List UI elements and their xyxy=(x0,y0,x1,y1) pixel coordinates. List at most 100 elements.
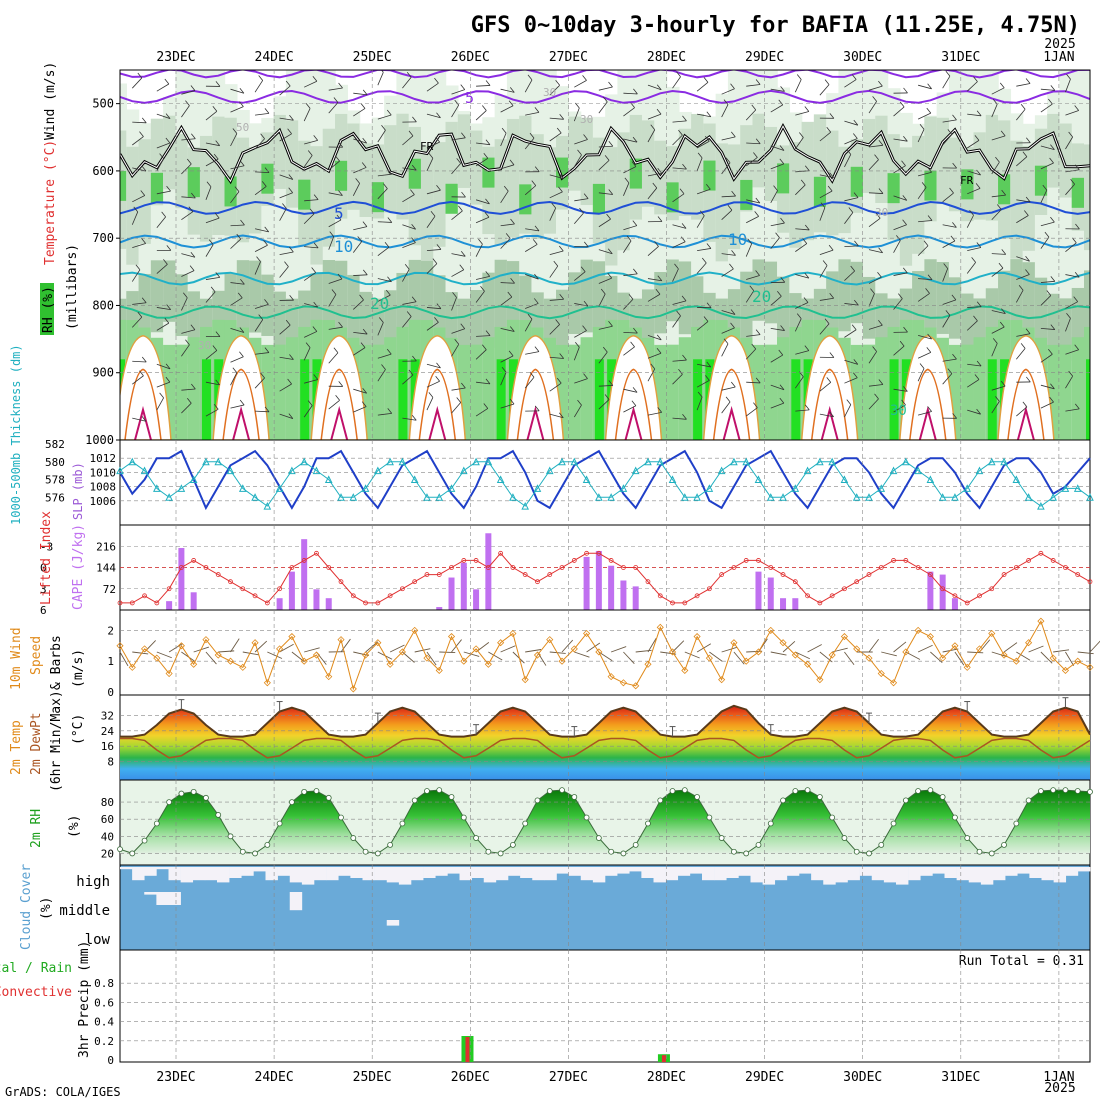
rh-band xyxy=(139,139,152,244)
ylabel-thickness: 1000-500mb Thickness (dm) xyxy=(9,344,23,525)
wind-barb-tick xyxy=(1094,79,1098,84)
rh-band xyxy=(151,173,164,203)
ylabel-dewpt: 2m DewPt xyxy=(29,712,44,775)
ytick-right-label: 1010 xyxy=(90,466,117,479)
wind-barb-10m xyxy=(967,652,983,653)
cloud-clear-cell xyxy=(290,867,302,882)
contour-label: 5 xyxy=(334,204,344,223)
contour-label: 30 xyxy=(543,86,556,99)
rh-band xyxy=(482,158,495,188)
rh-band xyxy=(949,277,962,338)
cloud-clear-cell xyxy=(1054,867,1066,882)
rh-marker xyxy=(1026,798,1031,803)
wind-barb-10m xyxy=(255,641,267,652)
wind-barb xyxy=(1090,323,1098,334)
rh-marker xyxy=(1002,842,1007,847)
wind-barb-10m xyxy=(1090,640,1100,652)
cloud-clear-cell xyxy=(532,867,544,880)
rh-band xyxy=(937,118,950,204)
cloud-clear-cell xyxy=(338,867,350,876)
cloud-clear-cell xyxy=(702,867,714,880)
rh-band xyxy=(679,337,692,440)
rh-band xyxy=(814,114,827,232)
wind-barb-10m xyxy=(231,639,240,652)
rh-marker xyxy=(830,815,835,820)
ylabel-cloud-unit: (%) xyxy=(39,897,54,920)
rh-band xyxy=(789,142,802,248)
rh-band xyxy=(777,163,790,193)
ylabel-millibars: (millibars) xyxy=(65,244,80,330)
rh-marker xyxy=(289,800,294,805)
rh-marker xyxy=(768,821,773,826)
precip-convective-bar xyxy=(662,1055,666,1062)
ytick-label: 500 xyxy=(92,97,114,111)
rh-marker xyxy=(179,791,184,796)
rh-band xyxy=(740,180,753,210)
cloud-clear-cell xyxy=(617,867,629,874)
cloud-clear-cell xyxy=(144,892,156,895)
cloud-clear-cell xyxy=(544,867,556,880)
rh-marker xyxy=(412,798,417,803)
ytick-label: 0.8 xyxy=(94,977,114,990)
rh-band xyxy=(398,359,407,440)
wind-barb-10m xyxy=(132,652,148,654)
wind-barb-10m xyxy=(1053,650,1069,652)
cape-bar xyxy=(485,533,491,610)
rh-marker xyxy=(203,795,208,800)
run-total-label: Run Total = 0.31 xyxy=(959,954,1084,969)
date-label-top: 25DEC xyxy=(353,50,392,65)
cape-bar xyxy=(277,598,283,610)
rh-marker xyxy=(609,849,614,854)
cape-bar xyxy=(584,557,590,610)
date-label-top: 31DEC xyxy=(941,50,980,65)
cloud-clear-cell xyxy=(156,892,168,905)
rh-band xyxy=(556,290,569,351)
wind-barb-10m xyxy=(623,652,634,664)
cloud-clear-cell xyxy=(435,867,447,876)
wind-barb-10m xyxy=(648,638,656,652)
rh-band xyxy=(988,359,997,440)
cloud-clear-cell xyxy=(205,867,217,880)
contour-label: 30 xyxy=(580,113,593,126)
rh-band xyxy=(470,131,483,205)
rh-band xyxy=(335,161,348,191)
rh-marker xyxy=(265,842,270,847)
rh-band xyxy=(188,167,201,197)
rh-marker xyxy=(940,794,945,799)
wind-barb-10m xyxy=(918,645,933,652)
thickness-line xyxy=(120,462,1090,506)
rh-band xyxy=(274,115,287,189)
cloud-clear-cell xyxy=(278,867,290,876)
wind-barb-10m xyxy=(611,647,626,652)
cloud-clear-cell xyxy=(908,867,920,880)
rh-band xyxy=(937,262,950,334)
wind-barb-10m xyxy=(267,652,282,659)
ylabel-slp: SLP (mb) xyxy=(71,462,85,520)
slp-line xyxy=(120,451,1090,508)
contour-label: FR xyxy=(420,140,434,153)
rh-band xyxy=(888,173,901,203)
cloud-clear-cell xyxy=(605,867,617,876)
rh-marker xyxy=(989,851,994,856)
rh-marker xyxy=(744,851,749,856)
ylabel-li: Lifted Index xyxy=(39,511,54,605)
rh-band xyxy=(300,359,309,440)
cape-bar xyxy=(473,589,479,610)
wind-barb-10m xyxy=(1016,652,1030,660)
rh-band xyxy=(421,145,434,263)
ytick-label: 1000 xyxy=(85,433,114,447)
rh-marker xyxy=(523,821,528,826)
ytick-right-label: 1012 xyxy=(90,452,117,465)
wind-barb-10m xyxy=(722,647,737,652)
wind-barb xyxy=(1090,117,1100,118)
wind-barb-10m xyxy=(869,639,879,652)
rh-marker xyxy=(756,842,761,847)
rh-marker xyxy=(388,842,393,847)
rh-band xyxy=(961,345,974,440)
wind-barb-10m xyxy=(771,652,787,655)
rh-marker xyxy=(498,851,503,856)
cloud-clear-cell xyxy=(520,867,532,878)
cape-bar xyxy=(191,592,197,610)
rh-band xyxy=(298,180,311,210)
